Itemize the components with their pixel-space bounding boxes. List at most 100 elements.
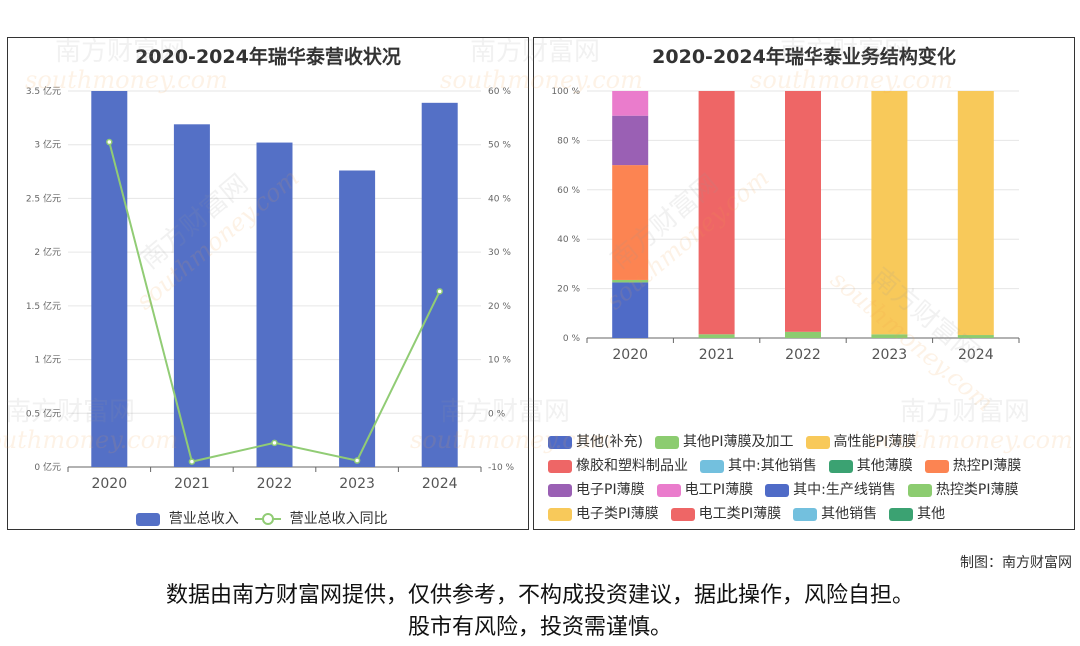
x-axis-tick-label: 2020 — [612, 347, 648, 363]
revenue-chart-svg: 0 亿元 0.5 亿元 1 亿元 1.5 亿元 2 亿元 2.5 亿元 3 亿元 3.5 亿元… — [26, 85, 515, 492]
x-axis-tick-label: 2023 — [339, 476, 375, 492]
legend-label: 其他PI薄膜及加工 — [682, 434, 794, 450]
legend-item[interactable]: 高性能PI薄膜 — [805, 431, 917, 451]
revenue-chart-title: 2020-2024年瑞华泰营收状况 — [135, 46, 401, 68]
segment-2021 — [698, 334, 735, 338]
segment-2022 — [785, 331, 821, 338]
legend-item[interactable]: 其他 — [889, 503, 945, 523]
yoy-point-2023 — [353, 457, 361, 464]
legend-item[interactable]: 其他(补充) — [548, 431, 643, 451]
legend-item[interactable]: 其他薄膜 — [828, 455, 913, 475]
x-axis-tick-label: 2022 — [257, 476, 293, 492]
segment-2020 — [612, 165, 649, 280]
y-axis-tick-label: 40 % — [557, 235, 580, 245]
legend-item[interactable]: 橡胶和塑料制品业 — [548, 455, 688, 475]
legend-item[interactable]: 其中:生产线销售 — [765, 479, 896, 499]
x-axis-tick-label: 2022 — [785, 347, 821, 363]
y-axis-tick-label: 0 % — [563, 334, 581, 344]
segment-2023 — [871, 334, 908, 338]
yoy-point-2021 — [188, 458, 196, 465]
yoy-point-2022 — [271, 439, 278, 447]
segment-2020 — [612, 282, 649, 338]
revenue-bar-2023 — [339, 170, 376, 468]
x-axis-tick-label: 2024 — [422, 476, 458, 492]
y-axis-tick-label: 60 % — [557, 186, 580, 196]
legend-item[interactable]: 其中:其他销售 — [700, 455, 817, 475]
legend-row: 其他(补充) 其他PI薄膜及加工 高性能PI薄膜 — [548, 431, 928, 451]
legend-item-revenue[interactable]: 营业总收入 — [136, 508, 239, 528]
revenue-bar-2020 — [91, 91, 128, 467]
legend-label: 热控类PI薄膜 — [935, 482, 1019, 498]
legend-row: 电子类PI薄膜 电工类PI薄膜 其他销售 其他 — [548, 503, 957, 523]
legend-swatch — [548, 459, 572, 473]
segment-2024 — [957, 335, 994, 338]
right-axis-tick-label: 30 % — [488, 248, 511, 258]
legend-row: 橡胶和塑料制品业 其中:其他销售 其他薄膜 热控PI薄膜 — [548, 455, 1033, 475]
legend-item[interactable]: 电工PI薄膜 — [656, 479, 753, 499]
legend-swatch — [924, 459, 949, 473]
disclaimer: 数据由南方财富网提供，仅供参考，不构成投资建议，据此操作，风险自担。 股市有风险… — [0, 580, 1080, 644]
y-axis-tick-label: 100 % — [551, 87, 580, 97]
legend-label-revenue: 营业总收入 — [168, 511, 239, 527]
revenue-bar-2021 — [173, 124, 210, 467]
revenue-chart-panel: 2020-2024年瑞华泰营收状况 0 亿元 0.5 亿元 1 亿元 1.5 亿元 2 … — [7, 37, 529, 530]
legend-item[interactable]: 热控类PI薄膜 — [907, 479, 1019, 499]
revenue-chart-legend: 营业总收入 营业总收入同比 — [8, 508, 528, 528]
right-axis-tick-label: 20 % — [488, 302, 511, 312]
left-axis-tick-label: 2.5 亿元 — [26, 192, 61, 204]
legend-swatch-revenue — [136, 512, 161, 526]
business-structure-panel: 2020-2024年瑞华泰业务结构变化 0 % 20 % 40 % 60 % 80 % 1… — [533, 37, 1075, 530]
right-axis-tick-label: -10 % — [488, 463, 515, 473]
right-axis-tick-label: 40 % — [488, 194, 511, 204]
segment-2022 — [785, 91, 821, 332]
y-axis-tick-label: 80 % — [557, 136, 580, 146]
legend-swatch — [548, 507, 572, 521]
x-axis-tick-label: 2024 — [958, 347, 994, 363]
disclaimer-line-2: 股市有风险，投资需谨慎。 — [407, 615, 672, 640]
right-axis-tick-label: 50 % — [488, 141, 511, 151]
business-structure-svg: 0 % 20 % 40 % 60 % 80 % 100 % 2020 2021 2022 2023… — [551, 87, 1020, 363]
y-axis-tick-label: 20 % — [557, 285, 580, 295]
x-axis-tick-label: 2020 — [91, 476, 127, 492]
legend-swatch-yoy — [255, 513, 282, 525]
revenue-bar-2022 — [256, 142, 293, 467]
segment-2020 — [612, 279, 649, 283]
left-axis-tick-label: 0 亿元 — [34, 461, 61, 473]
left-axis-tick-label: 2 亿元 — [34, 246, 61, 258]
yoy-point-2024 — [436, 288, 443, 295]
yoy-point-2020 — [106, 138, 113, 146]
legend-swatch — [548, 483, 572, 497]
legend-swatch — [889, 507, 914, 521]
legend-item[interactable]: 其他销售 — [793, 503, 877, 523]
left-axis-tick-label: 3 亿元 — [34, 139, 61, 151]
x-axis-tick-label: 2023 — [872, 347, 908, 363]
business-structure-title: 2020-2024年瑞华泰业务结构变化 — [652, 46, 956, 68]
legend-label: 热控PI薄膜 — [952, 458, 1022, 474]
legend-label: 其他销售 — [821, 506, 878, 522]
x-axis-tick-label: 2021 — [174, 476, 210, 492]
segment-2020 — [612, 91, 649, 116]
legend-swatch — [700, 459, 724, 473]
legend-swatch — [805, 435, 830, 449]
legend-item[interactable]: 其他PI薄膜及加工 — [654, 431, 794, 451]
legend-item[interactable]: 电子PI薄膜 — [548, 479, 645, 499]
legend-swatch — [654, 435, 679, 449]
legend-label: 其他 — [917, 506, 946, 522]
segment-2020 — [612, 115, 649, 166]
x-axis-tick-label: 2021 — [699, 347, 735, 363]
disclaimer-line-1: 数据由南方财富网提供，仅供参考，不构成投资建议，据此操作，风险自担。 — [165, 583, 914, 608]
legend-swatch — [828, 459, 853, 473]
legend-label: 其中:其他销售 — [728, 458, 817, 474]
legend-item[interactable]: 电子类PI薄膜 — [548, 503, 659, 523]
left-axis-tick-label: 3.5 亿元 — [26, 85, 61, 97]
segment-2024 — [957, 91, 994, 336]
legend-label: 其他薄膜 — [856, 458, 913, 474]
legend-item-yoy[interactable]: 营业总收入同比 — [255, 508, 388, 528]
legend-label: 电子类PI薄膜 — [576, 506, 659, 522]
legend-label: 电子PI薄膜 — [576, 482, 645, 498]
right-axis-tick-label: 0 % — [488, 409, 506, 419]
legend-item[interactable]: 电工类PI薄膜 — [670, 503, 781, 523]
legend-swatch — [670, 507, 695, 521]
legend-label: 高性能PI薄膜 — [833, 434, 917, 450]
legend-item[interactable]: 热控PI薄膜 — [924, 455, 1022, 475]
